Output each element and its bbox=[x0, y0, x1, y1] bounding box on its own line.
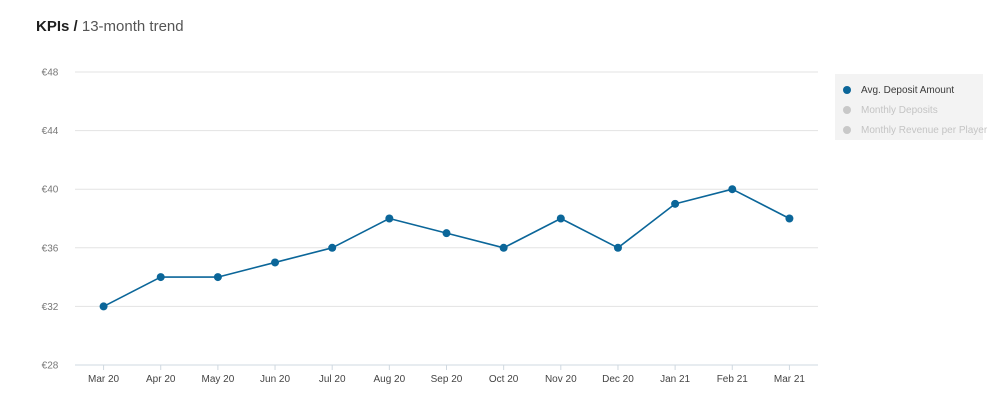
y-tick-label: €28 bbox=[42, 361, 59, 372]
y-tick-label: €32 bbox=[42, 302, 59, 313]
chart-legend: Avg. Deposit Amount Monthly Deposits Mon… bbox=[835, 74, 987, 140]
data-point bbox=[728, 185, 737, 194]
x-tick-label: Apr 20 bbox=[146, 374, 176, 385]
y-tick-label: €48 bbox=[42, 68, 59, 79]
data-point bbox=[385, 214, 394, 223]
legend-dot-icon bbox=[843, 126, 851, 134]
data-point bbox=[785, 214, 794, 223]
x-tick-label: Aug 20 bbox=[373, 374, 405, 385]
y-tick-label: €40 bbox=[42, 185, 59, 196]
x-tick-label: Sep 20 bbox=[431, 374, 463, 385]
x-tick-label: Jul 20 bbox=[319, 374, 346, 385]
data-point bbox=[499, 243, 508, 252]
data-point bbox=[99, 302, 108, 311]
data-point bbox=[671, 199, 680, 208]
x-tick-label: Jan 21 bbox=[660, 374, 690, 385]
data-point bbox=[156, 273, 165, 282]
x-tick-label: Mar 21 bbox=[774, 374, 806, 385]
data-point bbox=[271, 258, 280, 267]
legend-label: Avg. Deposit Amount bbox=[861, 84, 955, 96]
legend-item-monthly-deposits[interactable]: Monthly Deposits bbox=[843, 100, 983, 120]
legend-dot-icon bbox=[843, 106, 851, 114]
y-tick-label: €44 bbox=[42, 126, 59, 137]
x-tick-label: Dec 20 bbox=[602, 374, 634, 385]
page-title-main: KPIs bbox=[36, 18, 70, 35]
page-title-separator: / bbox=[73, 18, 78, 35]
x-tick-label: Oct 20 bbox=[489, 374, 519, 385]
x-tick-label: Jun 20 bbox=[260, 374, 290, 385]
data-point bbox=[328, 243, 337, 252]
legend-label: Monthly Deposits bbox=[861, 104, 938, 116]
legend-label: Monthly Revenue per Player bbox=[861, 124, 988, 136]
x-tick-label: Mar 20 bbox=[88, 374, 120, 385]
legend-dot-icon bbox=[843, 86, 851, 94]
x-tick-label: Nov 20 bbox=[545, 374, 577, 385]
data-point bbox=[442, 229, 451, 238]
legend-item-avg-deposit-amount[interactable]: Avg. Deposit Amount bbox=[843, 80, 983, 100]
x-tick-label: Feb 21 bbox=[717, 374, 749, 385]
y-tick-label: €36 bbox=[42, 243, 59, 254]
page-subtitle: 13-month trend bbox=[81, 18, 184, 35]
x-tick-label: May 20 bbox=[201, 374, 234, 385]
data-point bbox=[613, 243, 622, 252]
data-point bbox=[556, 214, 565, 223]
page-title: KPIs / 13-month trend bbox=[36, 18, 184, 35]
legend-item-monthly-revenue-per-player[interactable]: Monthly Revenue per Player bbox=[843, 120, 987, 140]
data-point bbox=[213, 273, 222, 282]
